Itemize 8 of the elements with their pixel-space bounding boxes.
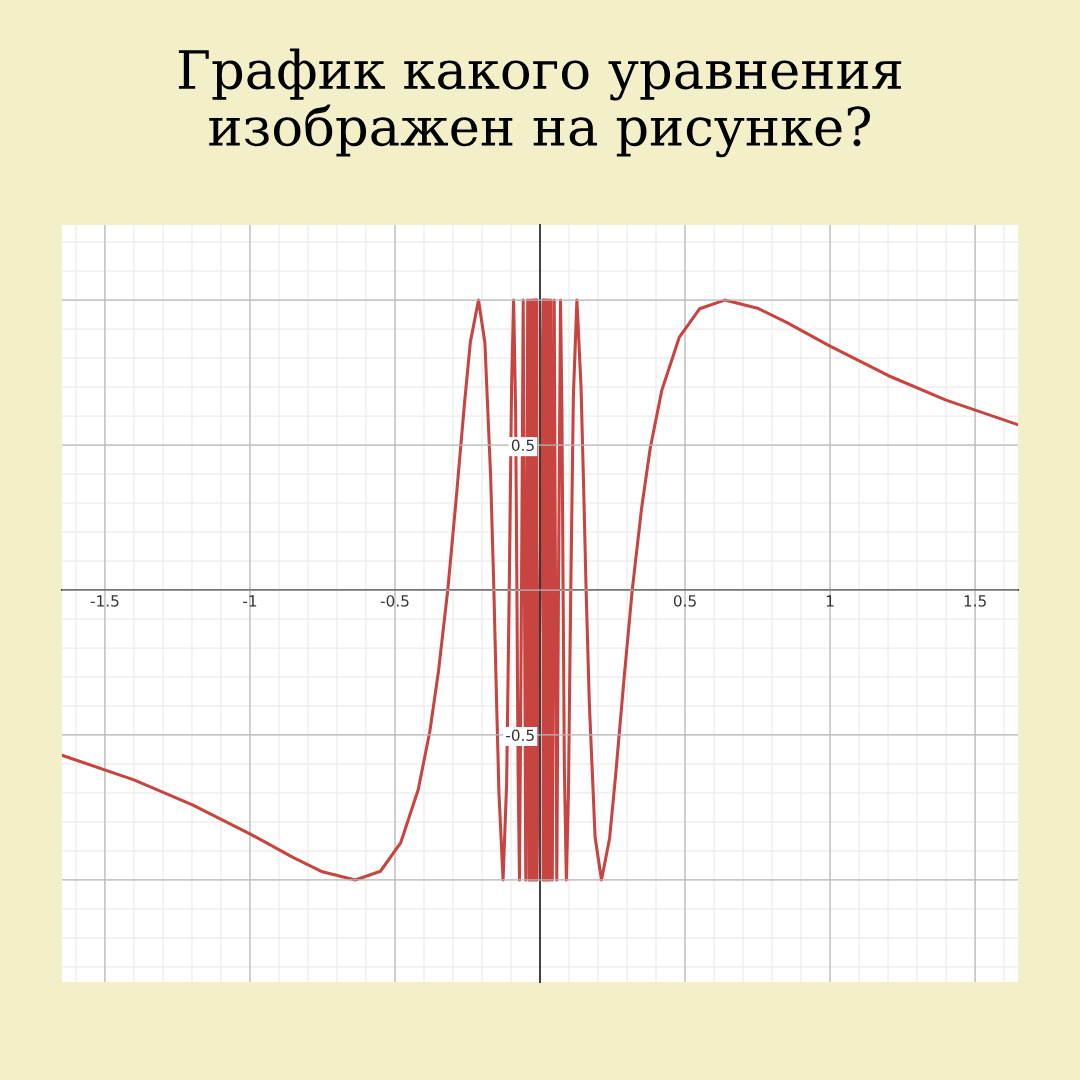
x-tick-label: 1 (826, 595, 834, 607)
line-series (62, 298, 1018, 882)
chart-title: График какого уравнения изображен на рисунке? (178, 48, 902, 158)
x-tick-label: -1 (243, 595, 257, 607)
x-tick-label: 0.5 (673, 595, 696, 607)
x-tick-label: 1.5 (964, 595, 986, 607)
x-tick-label: -1.5 (90, 595, 119, 607)
x-tick-label: -0.5 (380, 595, 409, 607)
